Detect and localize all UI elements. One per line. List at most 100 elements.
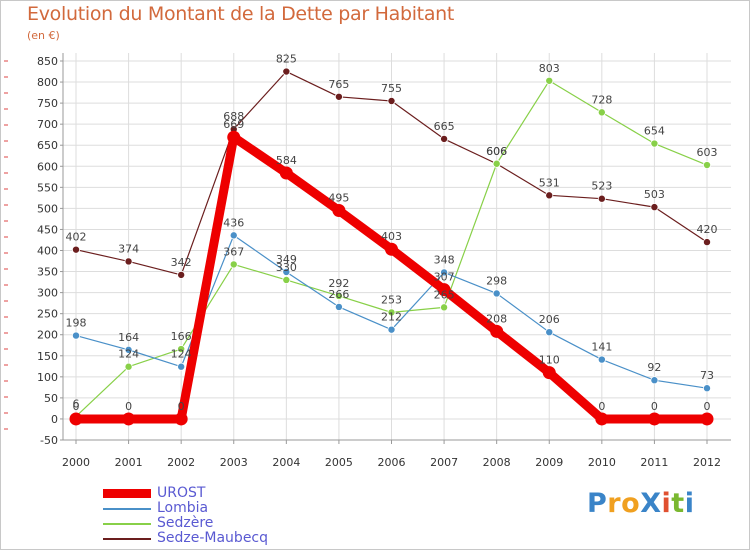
data-label: 208 bbox=[486, 312, 507, 325]
data-point bbox=[700, 412, 714, 426]
y-tick-label: 350 bbox=[37, 266, 58, 279]
x-tick-label: 2012 bbox=[693, 456, 721, 469]
data-label: 253 bbox=[381, 293, 402, 306]
data-label: 688 bbox=[223, 110, 244, 123]
legend-item: Sedzère bbox=[103, 516, 268, 531]
data-point bbox=[282, 267, 291, 276]
data-point bbox=[334, 302, 343, 311]
series-lines bbox=[69, 67, 714, 426]
y-tick-label: 550 bbox=[37, 181, 58, 194]
data-label: 367 bbox=[223, 245, 244, 258]
y-tick-label: 150 bbox=[37, 350, 58, 363]
data-point bbox=[177, 345, 186, 354]
data-label: 584 bbox=[276, 154, 297, 167]
data-label: 436 bbox=[223, 216, 244, 229]
x-tick-label: 2009 bbox=[535, 456, 563, 469]
data-point bbox=[69, 412, 83, 426]
brand-letter: r bbox=[607, 488, 622, 519]
brand-letter: P bbox=[587, 488, 608, 519]
data-label: 0 bbox=[651, 400, 658, 413]
data-point bbox=[124, 362, 133, 371]
data-label: 669 bbox=[223, 118, 244, 131]
data-point bbox=[334, 291, 343, 300]
series-lombia bbox=[72, 231, 712, 393]
data-point bbox=[282, 67, 291, 76]
data-point bbox=[545, 76, 554, 85]
data-label: 531 bbox=[539, 176, 560, 189]
data-label: 665 bbox=[434, 120, 455, 133]
data-point bbox=[703, 238, 712, 247]
legend-label: Sedzère bbox=[157, 515, 214, 531]
data-point bbox=[492, 159, 501, 168]
x-tick-label: 2003 bbox=[220, 456, 248, 469]
data-point bbox=[385, 242, 398, 256]
data-point bbox=[490, 324, 504, 338]
data-label: 265 bbox=[434, 288, 455, 301]
data-label: 6 bbox=[73, 397, 80, 410]
data-label: 603 bbox=[697, 146, 718, 159]
y-tick-label: 200 bbox=[37, 329, 58, 342]
data-label: 803 bbox=[539, 62, 560, 75]
data-point bbox=[387, 325, 396, 334]
legend: UROST Lombia Sedzère Sedze-Maubecq bbox=[103, 486, 268, 546]
x-tick-label: 2004 bbox=[272, 456, 300, 469]
x-tick-label: 2010 bbox=[588, 456, 616, 469]
data-point bbox=[122, 412, 136, 426]
legend-item: Sedze-Maubecq bbox=[103, 531, 268, 546]
data-point bbox=[650, 203, 659, 212]
data-label: 164 bbox=[118, 331, 139, 344]
y-tick-label: 0 bbox=[51, 413, 58, 426]
data-point bbox=[545, 191, 554, 200]
data-point bbox=[229, 260, 238, 269]
y-tick-label: 50 bbox=[44, 392, 58, 405]
y-tick-label: -50 bbox=[40, 434, 58, 447]
data-label: 755 bbox=[381, 82, 402, 95]
data-point bbox=[124, 345, 133, 354]
data-point bbox=[440, 268, 449, 277]
data-point bbox=[703, 384, 712, 393]
data-point bbox=[545, 328, 554, 337]
data-label: 198 bbox=[66, 317, 87, 330]
legend-item: UROST bbox=[103, 486, 268, 501]
x-tick-label: 2005 bbox=[325, 456, 353, 469]
data-label: 523 bbox=[591, 180, 612, 193]
data-point bbox=[440, 134, 449, 143]
data-point bbox=[650, 376, 659, 385]
data-point bbox=[332, 203, 346, 217]
data-label: 92 bbox=[647, 361, 661, 374]
y-tick-label: 500 bbox=[37, 202, 58, 215]
x-tick-label: 2000 bbox=[62, 456, 90, 469]
data-point bbox=[437, 283, 451, 297]
x-tick-label: 2006 bbox=[378, 456, 406, 469]
data-label: 420 bbox=[697, 223, 718, 236]
legend-swatch bbox=[103, 489, 151, 498]
data-labels: 402 374 342 688 825 765 755 665 606 531 523 503 420 6… bbox=[66, 53, 718, 413]
legend-label: UROST bbox=[157, 485, 206, 501]
brand-letter: X bbox=[640, 488, 662, 519]
legend-swatch bbox=[103, 522, 151, 525]
data-label: 825 bbox=[276, 53, 297, 66]
data-label: 110 bbox=[539, 354, 560, 367]
y-tick-label: 250 bbox=[37, 308, 58, 321]
data-label: 0 bbox=[73, 400, 80, 413]
data-point bbox=[440, 303, 449, 312]
data-label: 298 bbox=[486, 274, 507, 287]
data-label: 330 bbox=[276, 261, 297, 274]
data-point bbox=[177, 270, 186, 279]
data-point bbox=[492, 289, 501, 298]
data-point bbox=[334, 92, 343, 101]
data-label: 266 bbox=[328, 288, 349, 301]
data-point bbox=[124, 257, 133, 266]
data-label: 654 bbox=[644, 125, 665, 138]
legend-label: Lombia bbox=[157, 500, 209, 516]
x-tick-label: 2001 bbox=[115, 456, 143, 469]
y-tick-label: 450 bbox=[37, 223, 58, 236]
data-label: 342 bbox=[171, 256, 192, 269]
data-label: 606 bbox=[486, 145, 507, 158]
y-tick-label: 100 bbox=[37, 371, 58, 384]
x-tick-label: 2011 bbox=[640, 456, 668, 469]
y-tick-label: 800 bbox=[37, 76, 58, 89]
data-label: 402 bbox=[66, 231, 87, 244]
data-label: 0 bbox=[178, 400, 185, 413]
